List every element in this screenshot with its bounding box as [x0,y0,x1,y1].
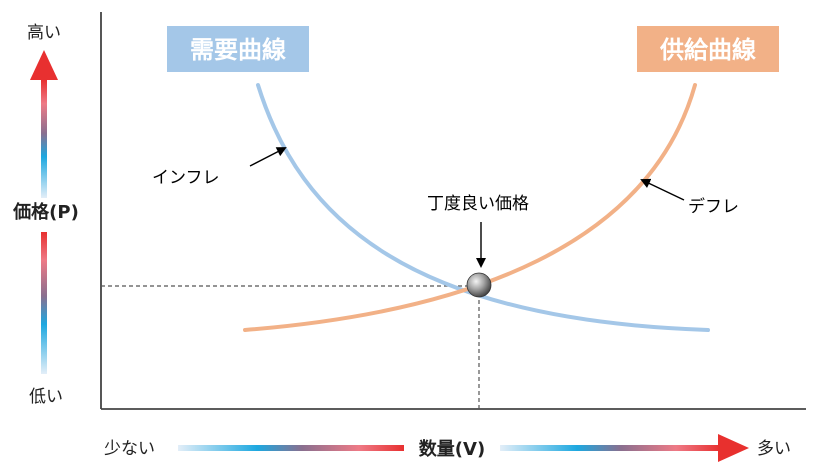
supply-label-box [637,26,779,72]
y-low-label: 低い [29,387,63,407]
price-gradient-bar-lower [41,232,47,374]
equilibrium-annotation: 丁度良い価格 [427,194,529,214]
inflation-arrow-icon [249,147,287,167]
y-axis-title: 価格(P) [12,201,79,223]
demand-curve [256,83,710,332]
demand-label-box [167,26,309,72]
supply-curve-label: 供給曲線 [659,36,756,64]
inflation-annotation: インフレ [152,168,220,188]
price-gradient-bar-upper [41,80,47,198]
right-arrow-icon [718,434,749,462]
deflation-arrow-icon [640,178,685,201]
x-high-label: 多い [757,439,791,459]
up-arrow-icon [30,50,58,80]
deflation-annotation: デフレ [688,196,739,217]
x-low-label: 少ない [104,439,155,459]
y-high-label: 高い [27,23,61,43]
quantity-gradient-bar-left [178,445,404,451]
quantity-gradient-bar-right [500,445,720,451]
equilibrium-point [466,272,492,298]
demand-curve-label: 需要曲線 [190,36,286,64]
x-axis-title: 数量(V) [419,438,485,460]
supply-curve [243,83,697,332]
